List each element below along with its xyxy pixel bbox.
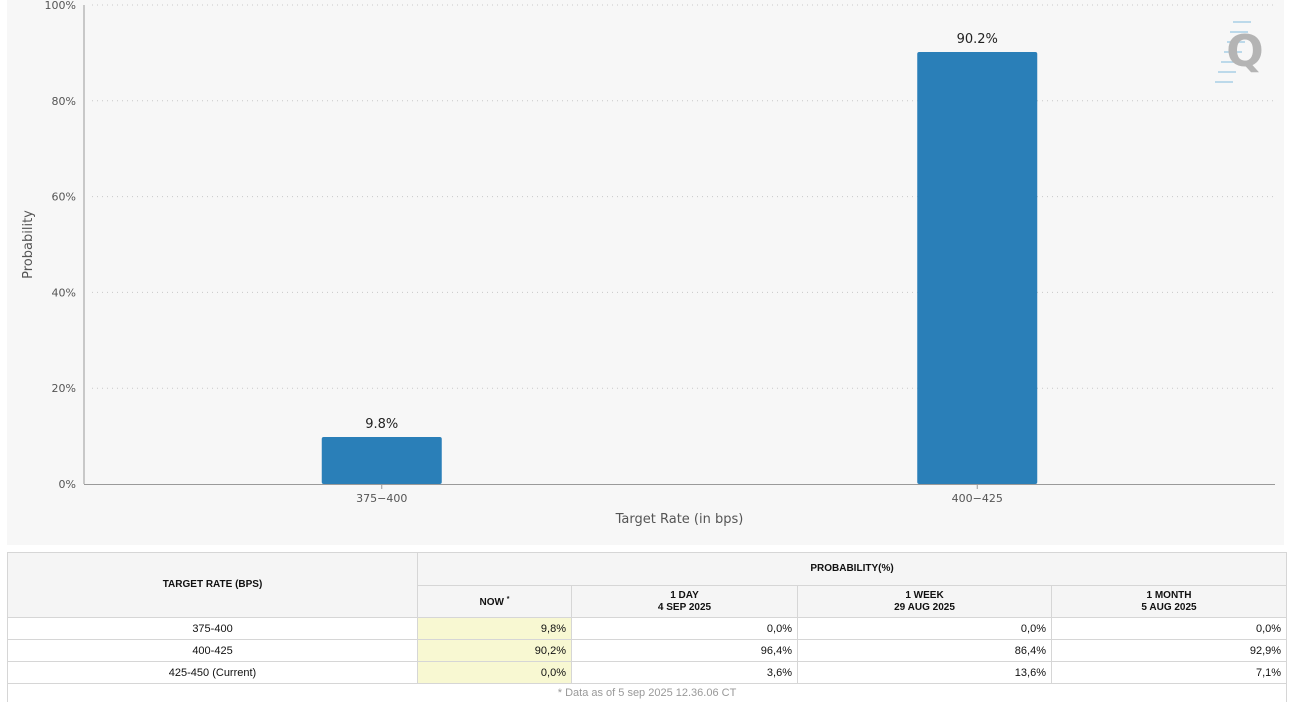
- x-tick-label: 400−425: [952, 492, 1003, 505]
- y-axis-title: Probability: [21, 210, 36, 279]
- col-1month-date: 5 AUG 2025: [1141, 601, 1197, 613]
- bar-400-425: [917, 51, 1038, 484]
- bar-data-label: 9.8%: [365, 417, 398, 432]
- table-row: 400-425 90,2% 96,4% 86,4% 92,9%: [7, 639, 1288, 662]
- bar-375-400: [321, 437, 442, 484]
- now-cell: 0,0%: [417, 661, 572, 684]
- table-row: 375-400 9,8% 0,0% 0,0% 0,0%: [7, 617, 1288, 640]
- 1week-cell: 0,0%: [797, 617, 1052, 640]
- y-tick-label: 100%: [45, 0, 76, 12]
- probability-header: PROBABILITY(%): [416, 552, 1288, 586]
- rate-cell: 375-400: [7, 617, 418, 640]
- 1week-cell: 86,4%: [797, 639, 1052, 662]
- 1day-cell: 96,4%: [571, 639, 798, 662]
- x-axis-title: Target Rate (in bps): [615, 512, 744, 527]
- now-cell: 90,2%: [417, 639, 572, 662]
- rate-cell: 425-450 (Current): [7, 661, 418, 684]
- col-1week-date: 29 AUG 2025: [894, 601, 955, 613]
- col-1day-date: 4 SEP 2025: [657, 601, 712, 613]
- target-rate-header: TARGET RATE (BPS): [7, 552, 418, 618]
- logo-icon: Q: [1226, 26, 1263, 77]
- probability-table: TARGET RATE (BPS) PROBABILITY(%) NOW * 1…: [6, 552, 1288, 702]
- col-1week-label: 1 WEEK: [905, 589, 944, 601]
- y-tick-label: 60%: [52, 191, 76, 204]
- 1day-cell: 3,6%: [571, 661, 798, 684]
- col-1day-label: 1 DAY: [670, 589, 699, 601]
- data-timestamp-footnote: * Data as of 5 sep 2025 12.36.06 CT: [6, 683, 1288, 702]
- col-1month-label: 1 MONTH: [1146, 589, 1192, 601]
- 1month-cell: 92,9%: [1050, 639, 1288, 662]
- probability-bar-chart: 0% 20% 40% 60% 80% 100% 9.8% 375−400 90.2% 400−42…: [21, 0, 1275, 527]
- now-cell: 9,8%: [417, 617, 572, 640]
- col-1day-header: 1 DAY 4 SEP 2025: [571, 585, 798, 618]
- rate-cell: 400-425: [7, 639, 418, 662]
- col-1month-header: 1 MONTH 5 AUG 2025: [1050, 585, 1288, 618]
- 1month-cell: 7,1%: [1050, 661, 1288, 684]
- table-row: 425-450 (Current) 0,0% 3,6% 13,6% 7,1%: [7, 661, 1288, 684]
- x-tick-label: 375−400: [356, 492, 407, 505]
- 1month-cell: 0,0%: [1050, 617, 1288, 640]
- col-now-header: NOW *: [417, 585, 572, 618]
- col-now-mark: *: [506, 596, 510, 603]
- chart-panel: 0% 20% 40% 60% 80% 100% 9.8% 375−400 90.2% 400−42…: [7, 0, 1284, 545]
- 1day-cell: 0,0%: [571, 617, 798, 640]
- y-tick-label: 80%: [52, 95, 76, 108]
- y-tick-label: 0%: [59, 478, 76, 491]
- col-now-label: NOW: [479, 597, 504, 608]
- col-1week-header: 1 WEEK 29 AUG 2025: [797, 585, 1052, 618]
- 1week-cell: 13,6%: [797, 661, 1052, 684]
- bar-data-label: 90.2%: [957, 32, 998, 47]
- y-tick-label: 40%: [52, 286, 76, 299]
- y-tick-label: 20%: [52, 382, 76, 395]
